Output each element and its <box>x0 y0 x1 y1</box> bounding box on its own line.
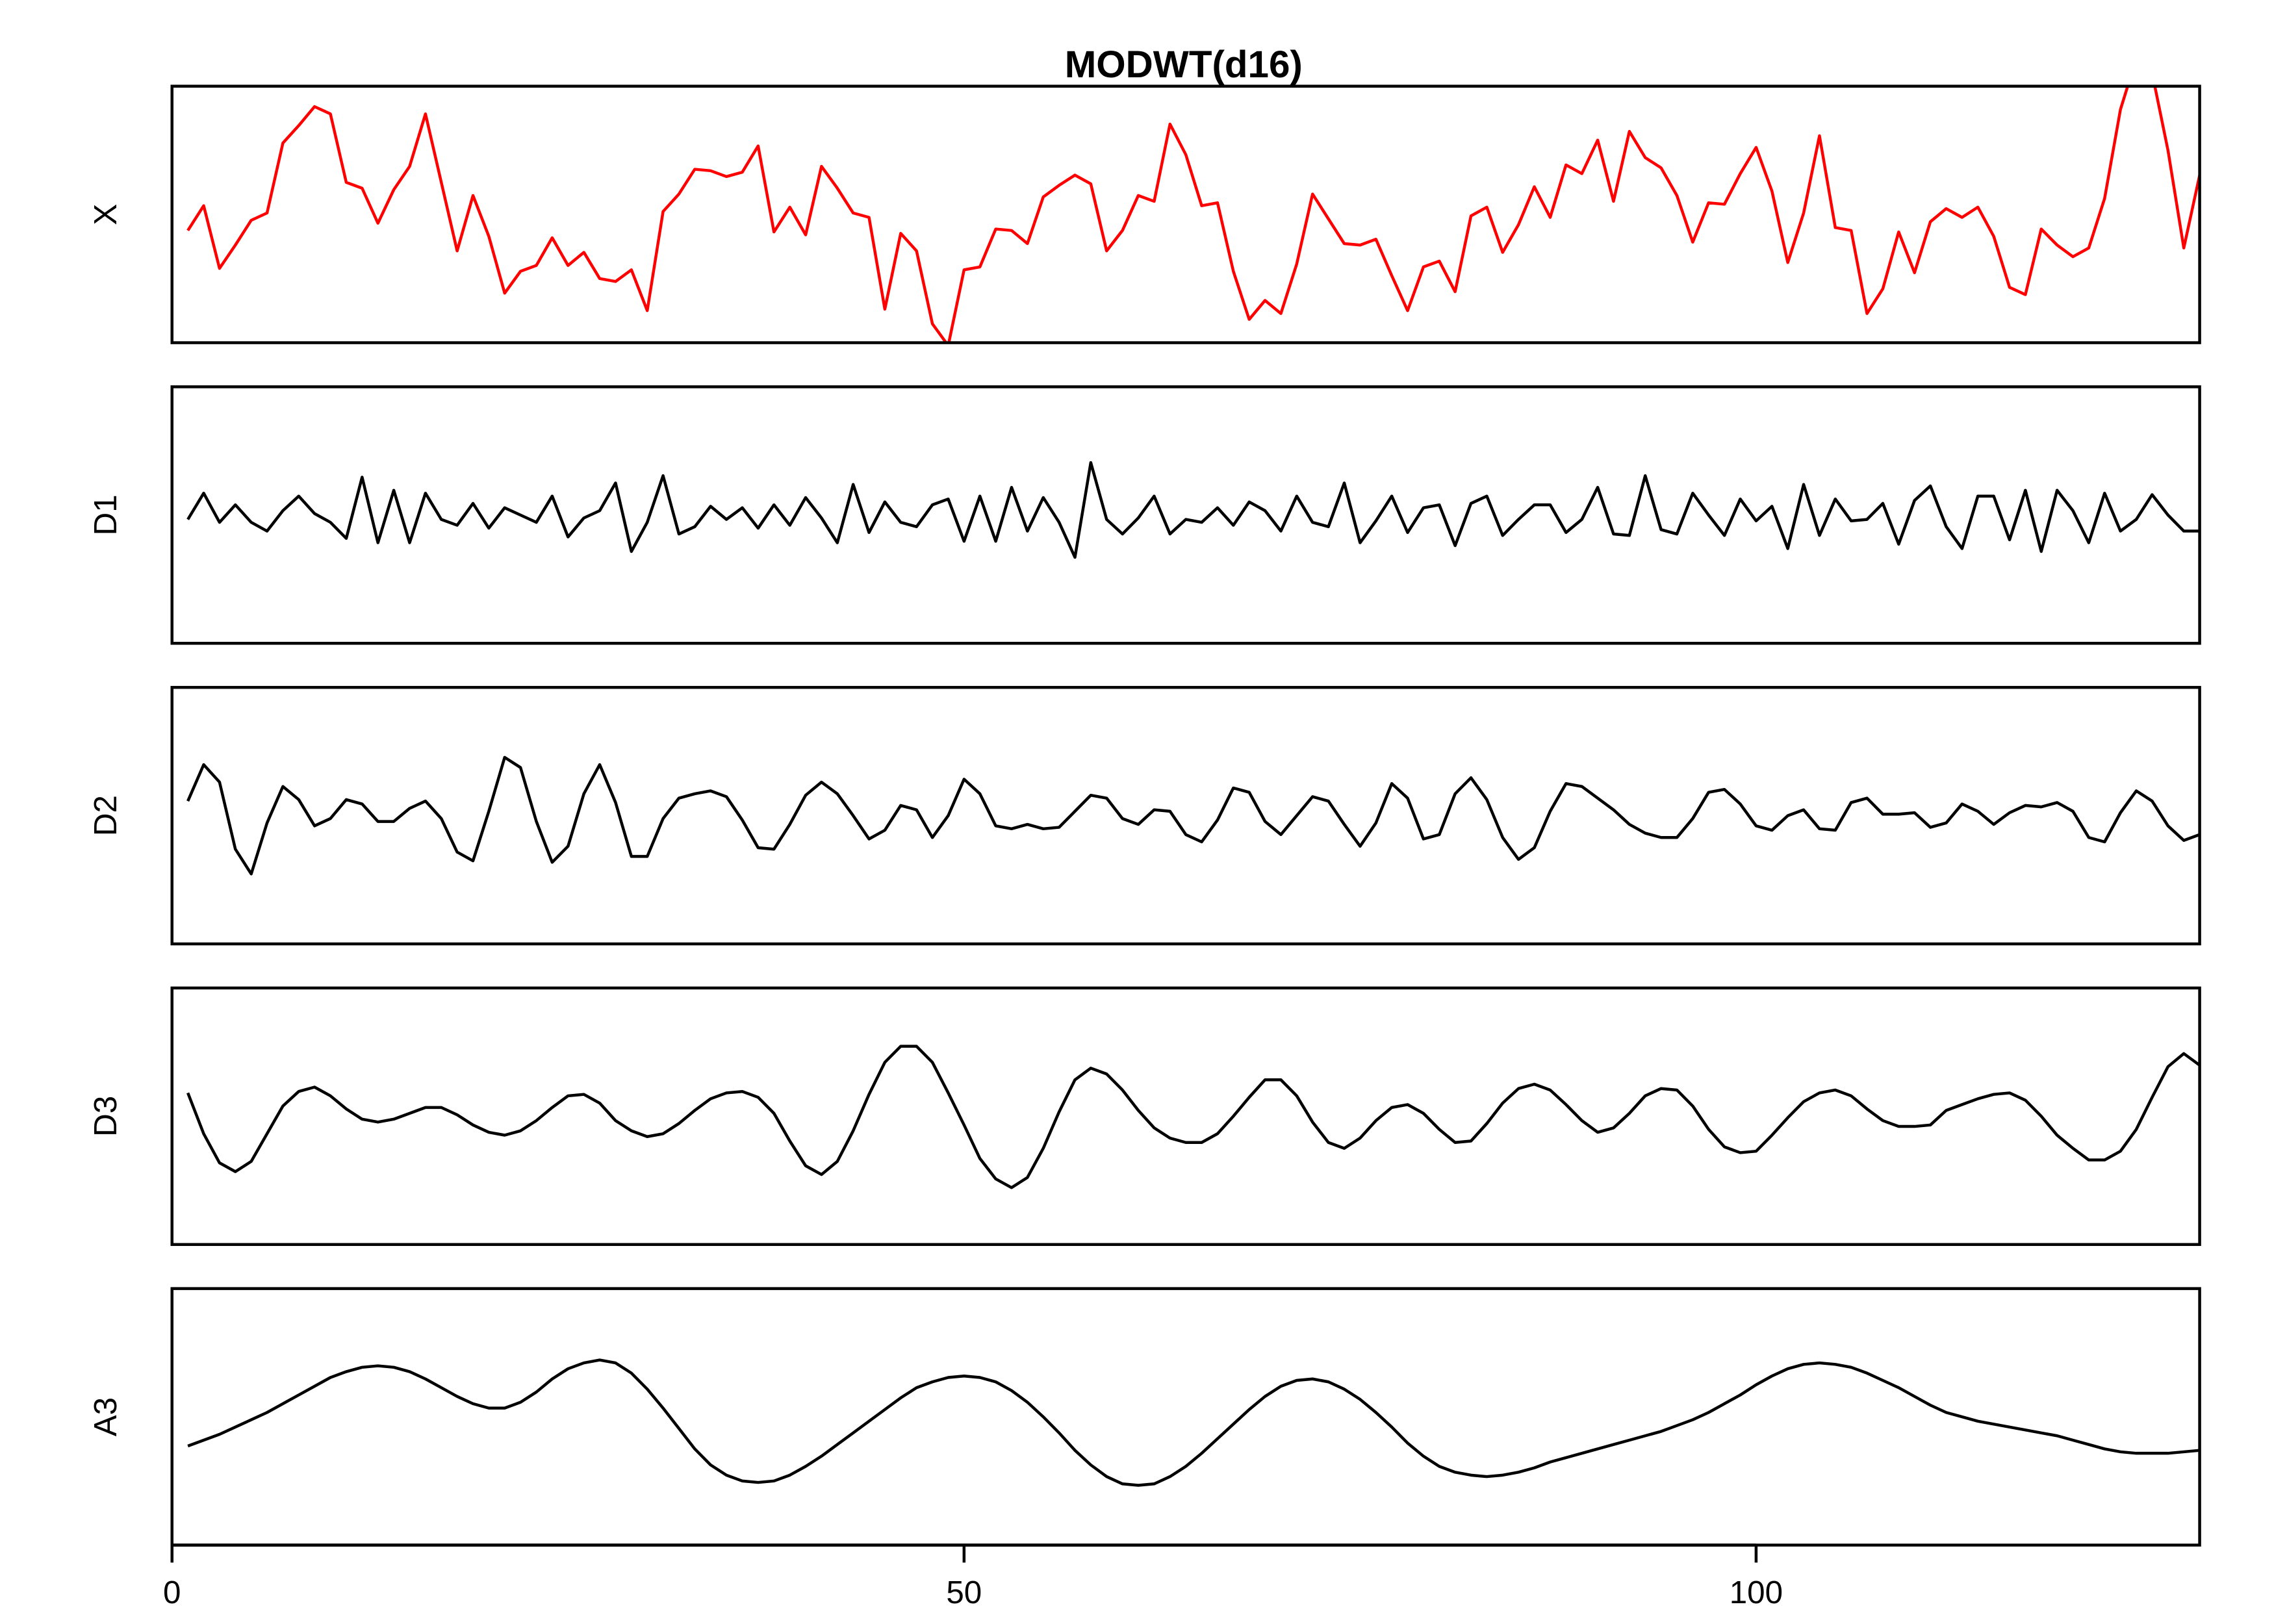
panel-frame <box>170 385 2201 645</box>
y-axis-label: A3 <box>88 1397 123 1436</box>
y-axis-label: D2 <box>88 795 123 836</box>
panel-frame <box>170 685 2201 946</box>
chart-title: MODWT(d16) <box>1065 44 1303 86</box>
series-line <box>186 1045 2200 1189</box>
panel-frame <box>170 84 2201 344</box>
y-axis-label: D1 <box>88 494 123 535</box>
x-tick-label: 0 <box>163 1575 181 1610</box>
panel-frame <box>170 1287 2201 1547</box>
x-tick-label: 100 <box>1730 1575 1783 1610</box>
series-line <box>186 86 2200 343</box>
y-axis-label: D3 <box>88 1096 123 1137</box>
y-axis-label: X <box>88 204 123 225</box>
series-line <box>187 1358 2200 1487</box>
panel-frame <box>170 986 2201 1247</box>
series-line <box>186 755 2200 876</box>
x-tick-label: 50 <box>946 1575 982 1610</box>
series-line <box>186 461 2200 559</box>
